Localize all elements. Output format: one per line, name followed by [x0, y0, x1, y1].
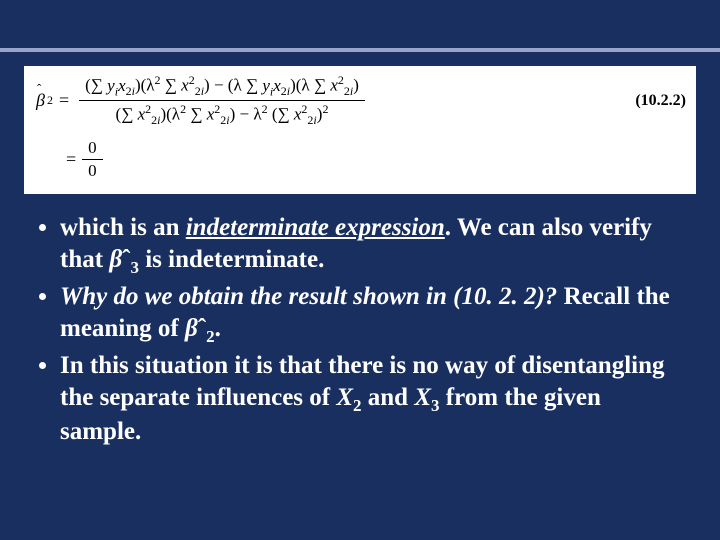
zero-den: 0	[82, 160, 103, 182]
b3-and: and	[362, 384, 415, 411]
equation-label: (10.2.2)	[635, 92, 686, 110]
denominator: (∑ x22i)(λ2 ∑ x22i) − λ2 (∑ x22i)2	[110, 101, 335, 129]
b1-beta: β	[109, 246, 122, 273]
b3-x3: X	[414, 384, 431, 411]
equals-1: =	[59, 90, 69, 111]
bullet-3: In this situation it is that there is no…	[60, 350, 678, 449]
hat-symbol: ˆ	[37, 81, 41, 97]
b1-sub3: 3	[130, 258, 139, 277]
equation-row-1: ˆ β 2 = (∑ yix2i)(λ2 ∑ x22i) − (λ ∑ yix2…	[36, 72, 684, 129]
b2-sub2: 2	[206, 327, 215, 346]
b2-hat: ˆ	[198, 315, 206, 342]
b3-x2: X	[336, 384, 353, 411]
b2-period: .	[215, 315, 221, 342]
title-band	[0, 0, 720, 52]
bullet-1: which is an indeterminate expression. We…	[60, 212, 678, 279]
equation-panel: ˆ β 2 = (∑ yix2i)(λ2 ∑ x22i) − (λ ∑ yix2…	[24, 66, 696, 194]
bullet-list: which is an indeterminate expression. We…	[0, 212, 720, 448]
b1-indeterminate: indeterminate expression	[186, 214, 445, 241]
b1-text-a: which is an	[60, 214, 186, 241]
bullet-2: Why do we obtain the result shown in (10…	[60, 281, 678, 348]
b3-sub2: 2	[353, 396, 362, 415]
b2-question: Why do we obtain the result shown in (10…	[60, 283, 564, 310]
equals-2: =	[66, 149, 76, 170]
beta-sub-2: 2	[47, 93, 53, 108]
zero-over-zero: 0 0	[82, 137, 103, 182]
main-fraction: (∑ yix2i)(λ2 ∑ x22i) − (λ ∑ yix2i)(λ ∑ x…	[79, 72, 365, 129]
equation-row-2: = 0 0	[66, 137, 684, 182]
beta-hat-2: ˆ β	[36, 90, 45, 111]
b1-text-g: is indeterminate.	[139, 246, 324, 273]
zero-num: 0	[82, 137, 103, 159]
b3-sub3: 3	[431, 396, 440, 415]
numerator: (∑ yix2i)(λ2 ∑ x22i) − (λ ∑ yix2i)(λ ∑ x…	[79, 72, 365, 100]
b2-beta: β	[185, 315, 198, 342]
